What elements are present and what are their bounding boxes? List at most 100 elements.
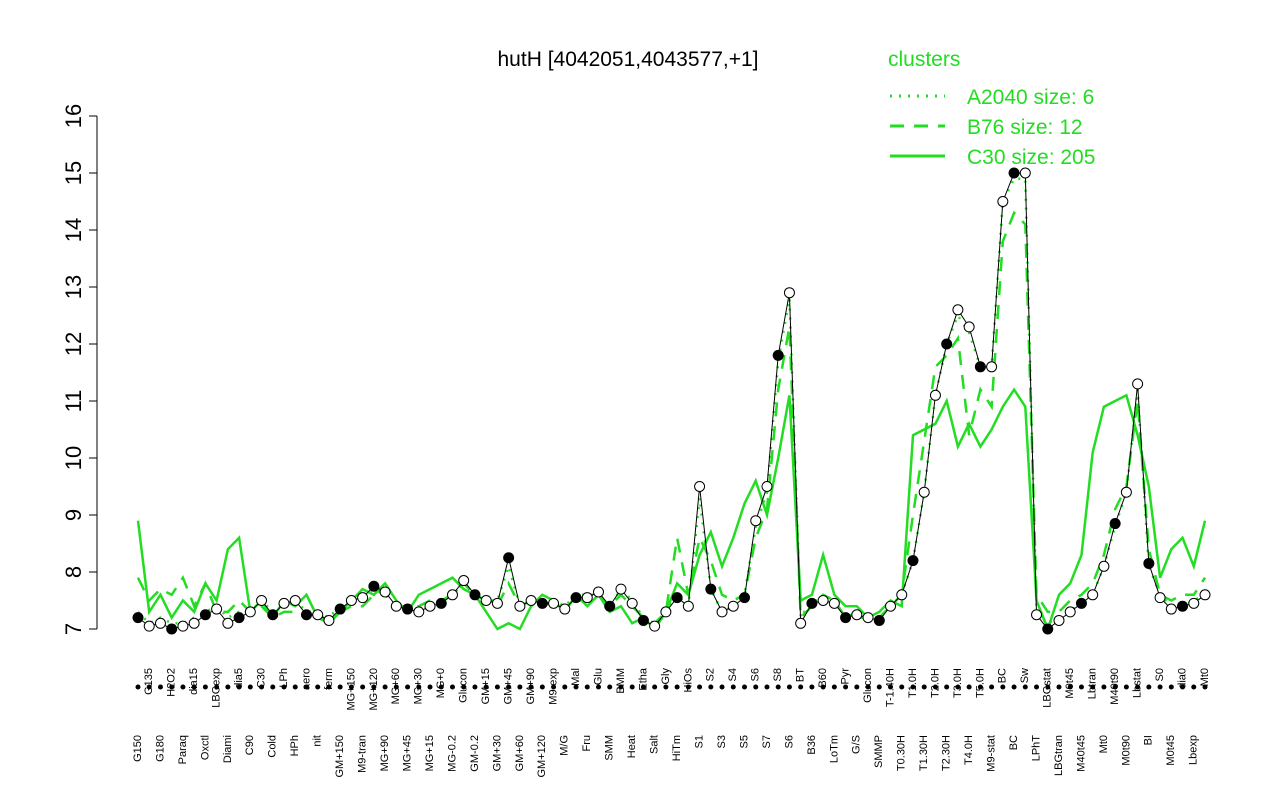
tick-dot [876, 684, 882, 690]
data-point [783, 287, 795, 299]
tick-dot [685, 684, 691, 690]
x-tick-label: G/S [851, 735, 863, 754]
tick-dot [742, 684, 748, 690]
tick-dot [1112, 684, 1118, 690]
x-tick-label: Glu [592, 668, 604, 685]
data-point [536, 597, 548, 609]
y-tick-label: 13 [61, 275, 86, 299]
tick-dot [169, 684, 175, 690]
tick-dot [157, 684, 163, 690]
tick-dot [708, 684, 714, 690]
data-point [143, 620, 155, 632]
x-tick-label: Lbtran [1087, 668, 1099, 699]
x-tick-label: M9-tran [357, 735, 369, 773]
data-point [716, 606, 728, 618]
tick-dot [921, 684, 927, 690]
x-tick-label: H2O2 [166, 668, 178, 697]
x-tick-label: Glucon [862, 668, 874, 703]
x-tick-label: Mt0 [1098, 735, 1110, 753]
x-tick-label: aero [300, 668, 312, 690]
x-tick-label: T3.0H [952, 668, 964, 698]
data-point [413, 606, 425, 618]
data-point [278, 597, 290, 609]
x-tick-label: BT [795, 668, 807, 682]
tick-dot [405, 684, 411, 690]
x-tick-label: Lbexp [1188, 735, 1200, 765]
data-point [1199, 589, 1211, 601]
data-point [705, 583, 717, 595]
x-tick-label: Sw [1019, 668, 1031, 683]
tick-dot [865, 684, 871, 690]
tick-dot [944, 684, 950, 690]
data-point [222, 617, 234, 629]
data-point [739, 592, 751, 604]
x-tick-label: HPh [289, 735, 301, 756]
data-point [963, 321, 975, 333]
data-point [828, 597, 840, 609]
x-tick-label: HiOs [682, 668, 694, 693]
tick-dot [528, 684, 534, 690]
y-tick-label: 8 [61, 566, 86, 578]
data-point [817, 595, 829, 606]
tick-dot [225, 684, 231, 690]
tick-dot [1045, 684, 1051, 690]
data-point [256, 595, 268, 606]
tick-dot [1191, 684, 1197, 690]
x-tick-label: Mal [570, 668, 582, 686]
tick-dot [180, 684, 186, 690]
tick-dot [584, 684, 590, 690]
x-tick-label: M40t90 [1109, 668, 1121, 705]
data-point [402, 603, 414, 615]
data-point [840, 612, 852, 624]
tick-dot [315, 684, 321, 690]
tick-dot [472, 684, 478, 690]
tick-dot [595, 684, 601, 690]
x-tick-label: LBGtran [1053, 735, 1065, 776]
x-tick-label: Gly [660, 668, 672, 685]
data-point [166, 623, 178, 635]
data-point [480, 595, 492, 606]
x-tick-label: M0t45 [1064, 668, 1076, 699]
tick-dot [1011, 684, 1017, 690]
data-point [312, 609, 324, 621]
tick-dot [1168, 684, 1174, 690]
data-point [424, 600, 436, 612]
x-tick-label: T0.30H [896, 735, 908, 771]
x-tick-label: T1.0H [907, 668, 919, 698]
data-point [345, 595, 357, 606]
data-point [379, 586, 391, 598]
tick-dot [652, 684, 658, 690]
chart-title: hutH [4042051,4043577,+1] [498, 48, 759, 71]
x-tick-label: M/G [559, 735, 571, 756]
x-tick-label: S5 [738, 735, 750, 748]
data-point [1075, 597, 1087, 609]
tick-dot [259, 684, 265, 690]
tick-dot [393, 684, 399, 690]
x-tick-label: dia0 [1176, 668, 1188, 689]
data-point [300, 609, 312, 621]
tick-dot [438, 684, 444, 690]
data-point [604, 600, 616, 612]
tick-dot [730, 684, 736, 690]
data-point [435, 597, 447, 609]
tick-dot [506, 684, 512, 690]
data-point [941, 338, 953, 350]
tick-dot [1202, 684, 1208, 690]
data-point [1098, 560, 1110, 572]
y-tick-label: 15 [61, 161, 86, 185]
x-tick-label: S3 [716, 735, 728, 748]
tick-dot [461, 684, 467, 690]
x-tick-label: T-1.40H [884, 668, 896, 707]
y-tick-label: 12 [61, 332, 86, 356]
legend-label: B76 size: 12 [967, 116, 1083, 139]
x-tick-label: GM+60 [514, 735, 526, 771]
data-point [1109, 518, 1121, 530]
tick-dot [1000, 684, 1006, 690]
data-point [491, 597, 503, 609]
x-tick-label: Diami [222, 735, 234, 763]
data-point [570, 592, 582, 604]
x-tick-label: MG+0 [435, 668, 447, 698]
data-point [1064, 606, 1076, 618]
tick-dot [786, 684, 792, 690]
tick-dot [146, 684, 152, 690]
